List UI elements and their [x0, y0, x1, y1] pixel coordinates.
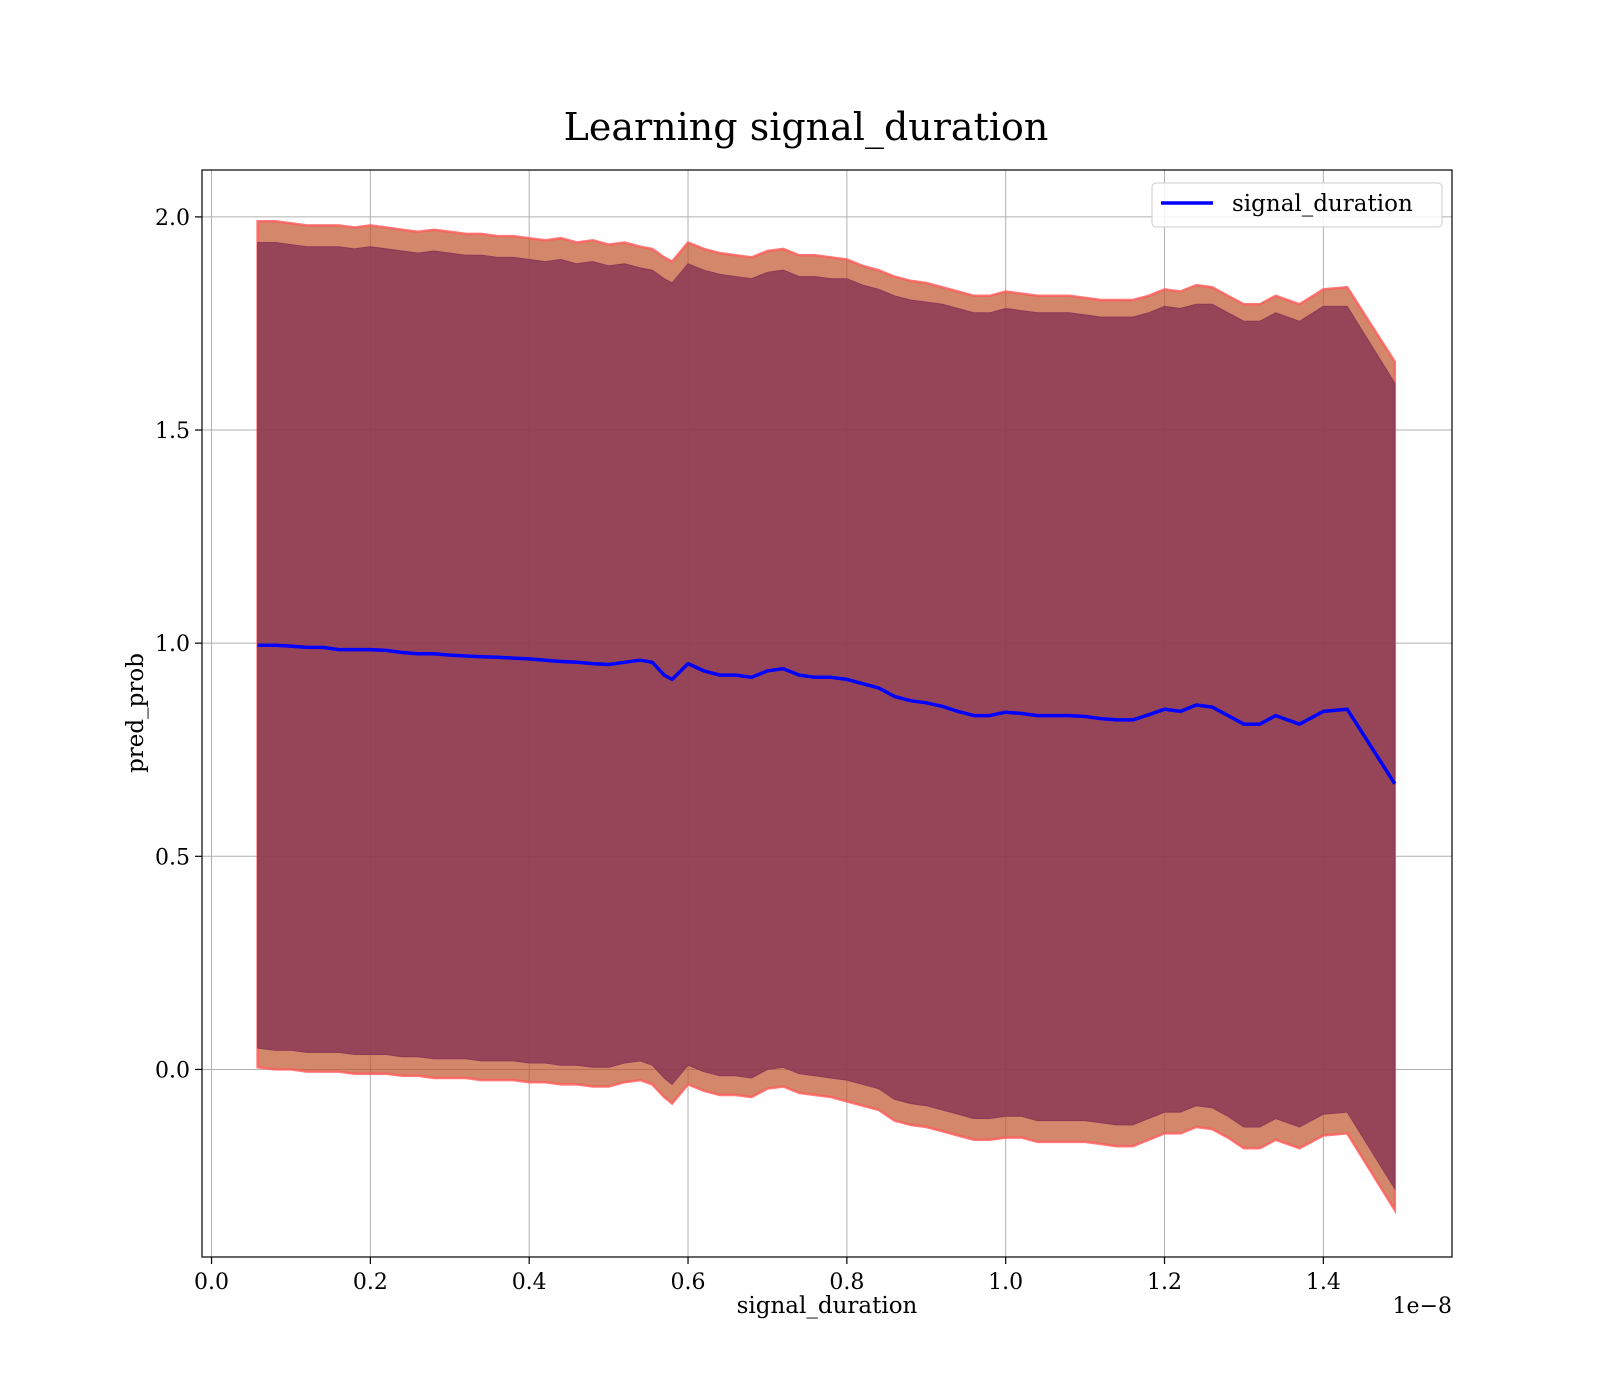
inner-band — [257, 242, 1396, 1191]
x-tick-label: 1.2 — [1147, 1270, 1182, 1295]
x-tick-label: 0.2 — [353, 1270, 388, 1295]
y-axis: 0.0 0.5 1.0 1.5 2.0 — [155, 206, 202, 1083]
series-line — [257, 643, 1397, 785]
x-tick-label: 0.0 — [194, 1270, 229, 1295]
x-axis-label: signal_duration — [737, 1293, 918, 1319]
x-axis: 0.0 0.2 0.4 0.6 0.8 1.0 1.2 1.4 — [194, 1257, 1341, 1295]
confidence-bands — [256, 219, 1397, 1215]
series-lines — [257, 643, 1397, 785]
legend-label-signal-duration: signal_duration — [1232, 191, 1413, 217]
y-tick-label: 2.0 — [155, 206, 190, 231]
y-tick-label: 1.0 — [155, 632, 190, 657]
plot-frame — [201, 169, 1453, 1258]
y-tick-label: 0.0 — [155, 1058, 190, 1083]
y-tick-label: 0.5 — [155, 845, 190, 870]
x-tick-label: 0.8 — [829, 1270, 864, 1295]
legend: signal_duration — [1151, 182, 1443, 228]
plot-area — [201, 169, 1453, 1258]
x-tick-label: 1.0 — [988, 1270, 1023, 1295]
x-tick-label: 0.6 — [671, 1270, 706, 1295]
chart-title: Learning signal_duration — [564, 105, 1049, 150]
x-axis-offset-label: 1e−8 — [1393, 1294, 1452, 1319]
legend-box — [1151, 182, 1443, 228]
x-tick-label: 0.4 — [512, 1270, 547, 1295]
y-tick-label: 1.5 — [155, 419, 190, 444]
y-axis-label: pred_prob — [123, 653, 149, 773]
x-tick-label: 1.4 — [1306, 1270, 1341, 1295]
